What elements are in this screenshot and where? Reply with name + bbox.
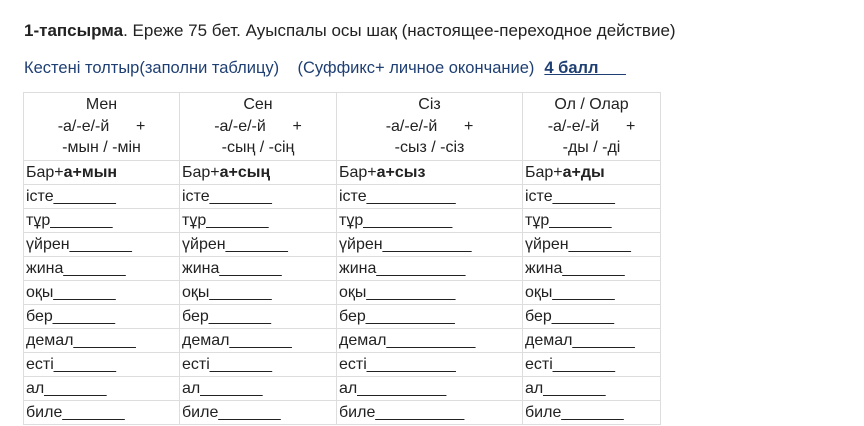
fill-cell[interactable]: бер__________ <box>336 303 523 329</box>
fill-cell[interactable]: ал_______ <box>522 375 661 401</box>
fill-cell[interactable]: жина_______ <box>179 255 337 281</box>
table-row: үйрен_______ үйрен_______ үйрен__________ ү… <box>23 231 661 257</box>
fill-cell[interactable]: демал__________ <box>336 327 523 353</box>
conjugation-table: Мен -а/-е/-й + -мын / -мін Сен -а/-е/-й + -сы… <box>23 92 661 425</box>
header-pronoun: Сіз <box>418 96 441 113</box>
fill-cell[interactable]: үйрен_______ <box>23 231 180 257</box>
fill-cell[interactable]: есті_______ <box>23 351 180 377</box>
ending: а+сың <box>219 163 271 181</box>
ending: а+сыз <box>376 163 426 181</box>
fill-cell[interactable]: жина__________ <box>336 255 523 281</box>
fill-cell[interactable]: істе_______ <box>522 183 661 209</box>
ending: а+мын <box>63 163 118 181</box>
fill-cell[interactable]: биле_______ <box>179 399 337 425</box>
header-suffix2: -ды / -ді <box>562 139 621 156</box>
fill-cell[interactable]: оқы_______ <box>23 279 180 305</box>
fill-cell[interactable]: биле_______ <box>522 399 661 425</box>
instruction: Кестені толтыр(заполни таблицу) (Суффикс… <box>24 59 626 78</box>
fill-cell[interactable]: ал_______ <box>179 375 337 401</box>
fill-cell[interactable]: демал_______ <box>23 327 180 353</box>
example-cell: Бар+а+сың <box>179 159 337 185</box>
table-row: демал_______ демал_______ демал__________ д… <box>23 327 661 353</box>
score: 4 балл <box>544 59 626 77</box>
header-pronoun: Сен <box>243 96 273 113</box>
fill-cell[interactable]: үйрен__________ <box>336 231 523 257</box>
fill-cell[interactable]: оқы_______ <box>179 279 337 305</box>
stem: Бар+ <box>525 163 563 181</box>
fill-cell[interactable]: тұр_______ <box>522 207 661 233</box>
fill-cell[interactable]: үйрен_______ <box>179 231 337 257</box>
example-cell: Бар+а+ды <box>522 159 661 185</box>
fill-cell[interactable]: жина_______ <box>522 255 661 281</box>
fill-cell[interactable]: есті__________ <box>336 351 523 377</box>
header-suffix2: -мын / -мін <box>62 139 141 156</box>
header-pronoun: Мен <box>85 96 118 113</box>
stem: Бар+ <box>182 163 220 181</box>
fill-cell[interactable]: демал_______ <box>522 327 661 353</box>
column-header: Ол / Олар -а/-е/-й + -ды / -ді <box>522 92 661 161</box>
fill-cell[interactable]: биле_______ <box>23 399 180 425</box>
table-row: жина_______ жина_______ жина__________ жина… <box>23 255 661 281</box>
header-suffix2: -сың / -сің <box>221 139 295 156</box>
stem: Бар+ <box>339 163 377 181</box>
fill-cell[interactable]: істе_______ <box>179 183 337 209</box>
column-header: Сіз -а/-е/-й + -сыз / -сіз <box>336 92 523 161</box>
column-header: Сен -а/-е/-й + -сың / -сің <box>179 92 337 161</box>
fill-cell[interactable]: ал_______ <box>23 375 180 401</box>
table-row: есті_______ есті_______ есті__________ есті… <box>23 351 661 377</box>
fill-cell[interactable]: оқы__________ <box>336 279 523 305</box>
example-cell: Бар+а+мын <box>23 159 180 185</box>
task-number: 1-тапсырма <box>24 21 124 40</box>
fill-cell[interactable]: бер_______ <box>179 303 337 329</box>
example-cell: Бар+а+сыз <box>336 159 523 185</box>
header-suffix1: -а/-е/-й + <box>214 117 302 135</box>
fill-cell[interactable]: биле__________ <box>336 399 523 425</box>
header-suffix1: -а/-е/-й + <box>385 117 474 135</box>
fill-cell[interactable]: тұр_______ <box>179 207 337 233</box>
fill-cell[interactable]: оқы_______ <box>522 279 661 305</box>
fill-cell[interactable]: үйрен_______ <box>522 231 661 257</box>
header-pronoun: Ол / Олар <box>554 96 629 113</box>
header-suffix1: -а/-е/-й + <box>57 117 146 135</box>
stem: Бар+ <box>26 163 64 181</box>
table-row: істе_______ істе_______ істе__________ істе… <box>23 183 661 209</box>
table-row: тұр_______ тұр_______ тұр__________ тұр____… <box>23 207 661 233</box>
table-row: оқы_______ оқы_______ оқы__________ оқы____… <box>23 279 661 305</box>
fill-cell[interactable]: ал__________ <box>336 375 523 401</box>
instruction-text: Кестені толтыр(заполни таблицу) (Суффикс… <box>24 59 535 77</box>
task-description: . Ереже 75 бет. Ауыспалы осы шақ (настоя… <box>123 21 676 40</box>
fill-cell[interactable]: жина_______ <box>23 255 180 281</box>
table-row: биле_______ биле_______ биле__________ биле… <box>23 399 661 425</box>
fill-cell[interactable]: демал_______ <box>179 327 337 353</box>
header-suffix1: -а/-е/-й + <box>547 117 636 135</box>
fill-cell[interactable]: тұр_______ <box>23 207 180 233</box>
fill-cell[interactable]: есті_______ <box>179 351 337 377</box>
task-title: 1-тапсырма. Ереже 75 бет. Ауыспалы осы ш… <box>24 21 676 41</box>
fill-cell[interactable]: бер_______ <box>522 303 661 329</box>
column-header: Мен -а/-е/-й + -мын / -мін <box>23 92 180 161</box>
table-row: ал_______ ал_______ ал__________ ал_______ <box>23 375 661 401</box>
table-row: бер_______ бер_______ бер__________ бер____… <box>23 303 661 329</box>
example-row: Бар+а+мын Бар+а+сың Бар+а+сыз Бар+а+ды <box>23 159 661 185</box>
fill-cell[interactable]: істе__________ <box>336 183 523 209</box>
fill-cell[interactable]: бер_______ <box>23 303 180 329</box>
fill-cell[interactable]: тұр__________ <box>336 207 523 233</box>
fill-cell[interactable]: істе_______ <box>23 183 180 209</box>
ending: а+ды <box>562 163 605 181</box>
fill-cell[interactable]: есті_______ <box>522 351 661 377</box>
header-suffix2: -сыз / -сіз <box>394 139 465 156</box>
